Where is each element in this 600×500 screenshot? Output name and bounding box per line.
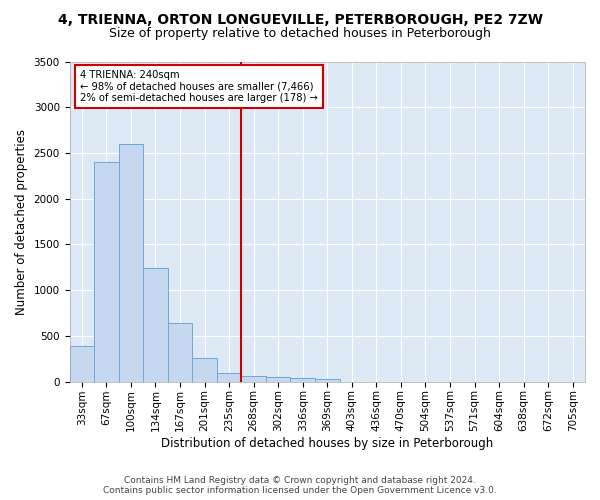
Bar: [266, 376, 290, 382]
Bar: [290, 378, 315, 382]
Bar: [168, 323, 192, 382]
Bar: [241, 376, 266, 382]
Bar: [143, 268, 168, 382]
Text: Contains HM Land Registry data © Crown copyright and database right 2024.
Contai: Contains HM Land Registry data © Crown c…: [103, 476, 497, 495]
Text: Size of property relative to detached houses in Peterborough: Size of property relative to detached ho…: [109, 28, 491, 40]
Bar: [70, 346, 94, 382]
Bar: [192, 358, 217, 382]
Text: 4, TRIENNA, ORTON LONGUEVILLE, PETERBOROUGH, PE2 7ZW: 4, TRIENNA, ORTON LONGUEVILLE, PETERBORO…: [58, 12, 542, 26]
Text: 4 TRIENNA: 240sqm
← 98% of detached houses are smaller (7,466)
2% of semi-detach: 4 TRIENNA: 240sqm ← 98% of detached hous…: [80, 70, 318, 102]
Bar: [315, 379, 340, 382]
Y-axis label: Number of detached properties: Number of detached properties: [15, 128, 28, 314]
X-axis label: Distribution of detached houses by size in Peterborough: Distribution of detached houses by size …: [161, 437, 493, 450]
Bar: [119, 144, 143, 382]
Bar: [94, 162, 119, 382]
Bar: [217, 372, 241, 382]
